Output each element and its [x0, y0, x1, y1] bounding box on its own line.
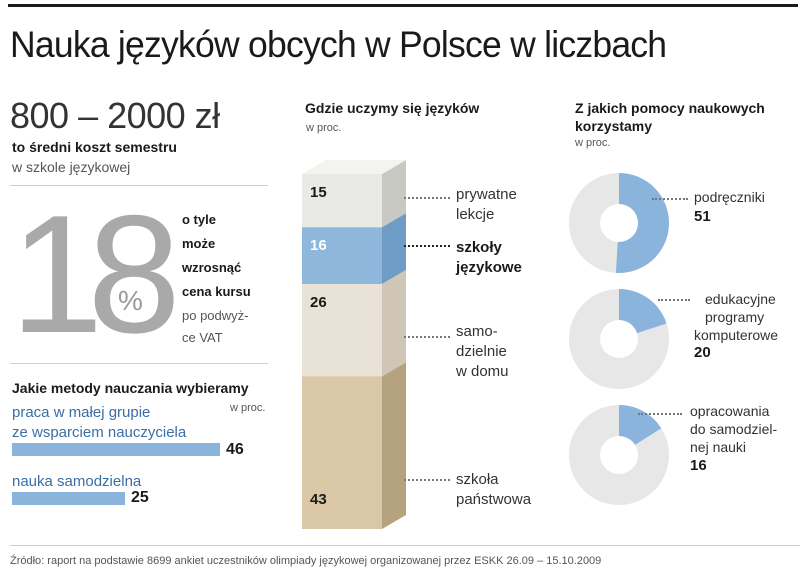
location-chart-title: Gdzie uczymy się języków [305, 100, 480, 116]
segment-label-line: szkoły [456, 239, 502, 256]
leader-line [404, 336, 450, 338]
leader-line [404, 197, 450, 199]
leader-line [658, 299, 690, 301]
segment-side [382, 160, 406, 228]
aids-unit: w proc. [575, 137, 611, 149]
method-label-line: praca w małej grupie [12, 404, 151, 421]
methods-unit: w proc. [230, 402, 266, 414]
pie-value: 16 [690, 457, 707, 474]
segment-value: 26 [310, 294, 327, 312]
pie-chart [569, 289, 669, 389]
pie-label-line: komputerowe [694, 327, 779, 343]
column-top [302, 160, 406, 174]
segment-label-line: samo- [456, 323, 498, 340]
vat-text-line: o tyle [182, 212, 216, 227]
vat-text-line: cena kursu [182, 284, 251, 299]
pie-label-line: podręczniki [694, 189, 765, 205]
segment-front [302, 284, 382, 377]
pie-label-line: nej nauki [690, 439, 747, 455]
segment-side [382, 270, 406, 377]
pie-hole [600, 436, 638, 474]
segment-value: 16 [310, 237, 327, 255]
divider [10, 185, 268, 186]
page-title: Nauka języków obcych w Polsce w liczbach [10, 24, 667, 65]
method-value: 25 [131, 489, 149, 506]
stacked-column [302, 160, 406, 529]
vat-text-line: wzrosnąć [182, 260, 242, 275]
segment-label-line: dzielnie [456, 343, 507, 360]
segment-label-line: w domu [456, 363, 509, 380]
vat-percent-sign: % [116, 285, 145, 317]
footer-divider [10, 545, 800, 546]
pie-hole [600, 204, 638, 242]
methods-chart-title: Jakie metody nauczania wybieramy [12, 380, 249, 396]
vat-text-line: może [182, 236, 216, 251]
segment-front [302, 376, 382, 529]
leader-line [638, 413, 682, 415]
aids-chart-title-line: Z jakich pomocy naukowych [575, 100, 765, 116]
method-label-line: ze wsparciem nauczyciela [12, 424, 187, 441]
pie-chart [569, 173, 670, 273]
pie-value: 51 [694, 208, 711, 225]
vat-big-number: 18 [10, 180, 181, 368]
pie-label-line: opracowania [690, 403, 770, 419]
segment-side [382, 362, 406, 529]
segment-label-line: szkoła [456, 471, 499, 488]
segment-label-line: państwowa [456, 491, 532, 508]
cost-caption: to średni koszt semestru [12, 139, 177, 155]
segment-label-line: lekcje [456, 206, 495, 223]
method-value: 46 [226, 441, 244, 458]
segment-value: 15 [310, 184, 327, 201]
pie-label-line: do samodziel- [690, 421, 778, 437]
pie-label-line: programy [705, 309, 765, 325]
leader-line [404, 245, 450, 247]
segment-value: 43 [310, 491, 327, 508]
cost-caption-sub: w szkole językowej [12, 159, 131, 175]
vat-text-line: po podwyż- [182, 308, 249, 323]
leader-line [404, 479, 450, 481]
divider [10, 363, 268, 364]
location-unit: w proc. [306, 122, 342, 134]
segment-front [302, 174, 382, 228]
pie-label-line: edukacyjne [705, 291, 776, 307]
vat-text-line: ce VAT [182, 330, 223, 345]
leader-line [652, 198, 688, 200]
method-bar [12, 492, 126, 505]
pie-value: 20 [694, 344, 711, 361]
segment-label-line: prywatne [456, 186, 517, 203]
pie-chart [569, 405, 669, 505]
segment-label-line: językowe [456, 259, 522, 276]
segment-front [302, 227, 382, 285]
source-note: Źródło: raport na podstawie 8699 ankiet … [10, 555, 602, 567]
method-bar [12, 443, 220, 456]
top-rule [8, 4, 798, 7]
aids-chart-title-line: korzystamy [575, 118, 653, 134]
segment-side [382, 213, 406, 285]
cost-range: 800 – 2000 zł [10, 95, 220, 136]
method-label-line: nauka samodzielna [12, 473, 142, 490]
pie-hole [600, 320, 638, 358]
